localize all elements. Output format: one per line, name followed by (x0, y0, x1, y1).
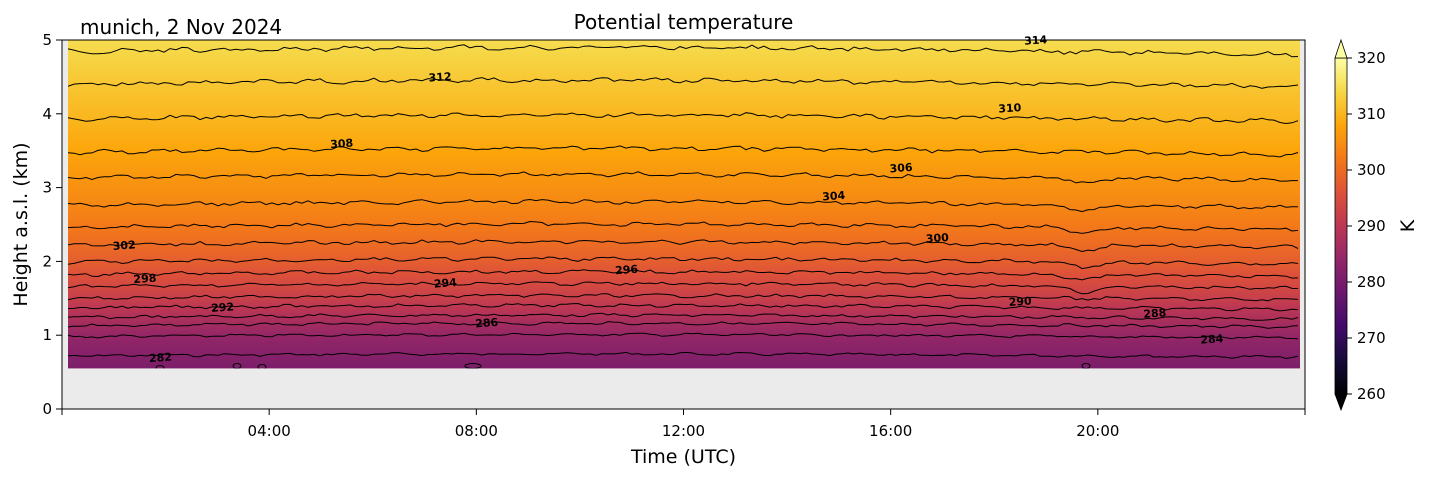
colorbar-tick-label: 280 (1357, 273, 1386, 291)
contour-line-302 (68, 220, 1299, 234)
y-tick-label: 5 (42, 31, 52, 49)
y-tick-label: 3 (42, 179, 52, 197)
contour-label: 310 (998, 101, 1022, 116)
contour-line-294 (68, 281, 1299, 295)
contour-label: 284 (1200, 332, 1224, 347)
colorbar-ticks: 260 270 280 290 300 310 320 (1347, 49, 1386, 403)
colorbar-tick-label: 270 (1357, 329, 1386, 347)
y-axis: 0 1 2 3 4 5 (42, 31, 62, 418)
contour-line-308 (68, 145, 1299, 158)
contour-line-298 (68, 256, 1299, 270)
contour-island (1081, 363, 1091, 369)
contour-island (464, 363, 482, 369)
contour-label: 308 (330, 137, 354, 152)
contour-line-296 (68, 269, 1299, 281)
contour-label: 298 (133, 272, 157, 287)
y-tick-label: 2 (42, 252, 52, 270)
chart-subtitle: munich, 2 Nov 2024 (80, 15, 282, 39)
contour-label: 282 (149, 351, 173, 366)
x-tick-label: 08:00 (455, 422, 498, 440)
y-tick-label: 1 (42, 326, 52, 344)
contour-label: 296 (615, 263, 639, 278)
colorbar-tick-label: 290 (1357, 217, 1386, 235)
contour-line-284 (68, 332, 1299, 340)
contour-line-310 (68, 112, 1299, 125)
x-tick-label: 04:00 (248, 422, 291, 440)
contour-labels: 282 284 286 288 290 292 294 296 298 300 302 304 306 3… (112, 33, 1224, 365)
contour-label: 306 (889, 161, 913, 176)
contour-label: 292 (211, 300, 235, 315)
contour-label: 302 (112, 238, 136, 253)
contour-line-304 (68, 198, 1299, 213)
colorbar-tick-label: 260 (1357, 385, 1386, 403)
contour-line-314 (68, 44, 1299, 58)
contour-line-300 (68, 239, 1299, 253)
contour-line-288 (68, 312, 1299, 321)
contour-label: 304 (822, 189, 846, 204)
colorbar-tick-label: 310 (1357, 105, 1386, 123)
y-axis-label: Height a.s.l. (km) (10, 142, 32, 306)
contour-label: 290 (1008, 294, 1032, 309)
chart-title: Potential temperature (574, 10, 794, 34)
contour-island (257, 364, 267, 369)
contour-label: 286 (475, 316, 499, 331)
x-axis-label: Time (UTC) (630, 446, 736, 468)
x-tick-label: 16:00 (869, 422, 912, 440)
colorbar-tick-label: 300 (1357, 161, 1386, 179)
contour-lines (68, 44, 1299, 369)
x-tick-label: 20:00 (1076, 422, 1119, 440)
y-tick-label: 4 (42, 105, 52, 123)
contour-line-306 (68, 171, 1298, 184)
contour-label: 288 (1143, 306, 1167, 321)
colorbar-tick-label: 320 (1357, 49, 1386, 67)
colorbar-gradient (1334, 57, 1348, 395)
y-tick-label: 0 (42, 400, 52, 418)
colorbar-extend-max (1334, 38, 1348, 59)
contour-island (232, 363, 242, 369)
contour-label: 300 (925, 231, 949, 246)
x-tick-label: 12:00 (662, 422, 705, 440)
x-axis: 04:00 08:00 12:00 16:00 20:00 (61, 409, 1306, 440)
contour-line-282 (68, 351, 1299, 360)
contour-label: 312 (428, 70, 452, 85)
contour-line-312 (68, 77, 1299, 89)
contour-line-286 (68, 321, 1299, 329)
contour-line-290 (68, 302, 1299, 312)
contour-label: 294 (433, 276, 457, 291)
contour-island (155, 365, 165, 369)
temperature-field (68, 40, 1300, 369)
colorbar-label: K (1397, 219, 1419, 232)
colorbar: 260 270 280 290 300 310 320 K (1334, 38, 1419, 412)
colorbar-extend-min (1334, 393, 1348, 412)
contour-line-292 (68, 293, 1299, 302)
